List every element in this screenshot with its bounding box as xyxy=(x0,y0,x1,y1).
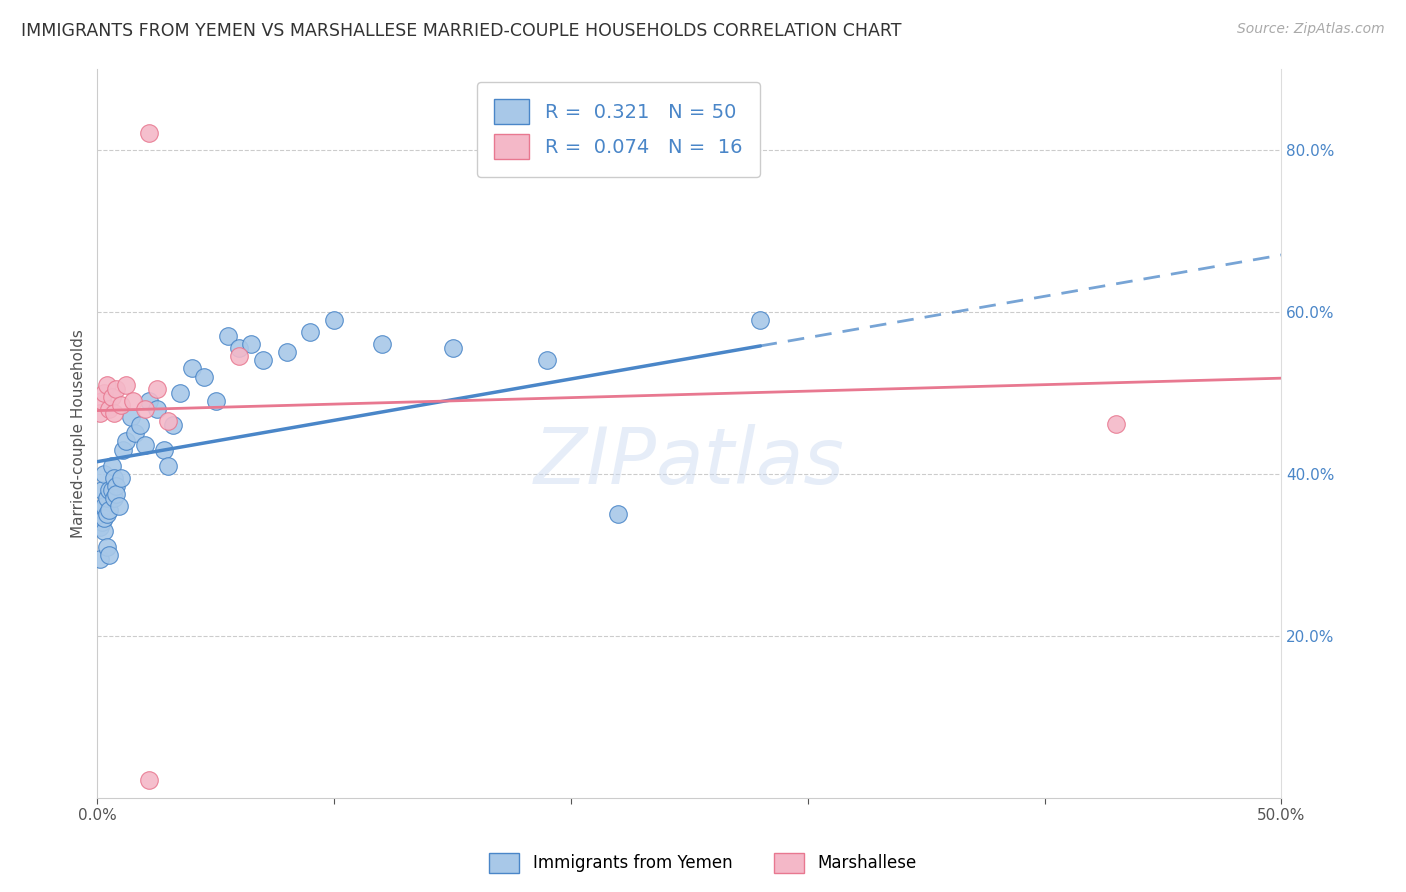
Point xyxy=(1104,417,1126,431)
Point xyxy=(441,341,464,355)
Point xyxy=(217,329,239,343)
Legend: R =  0.321   N = 50, R =  0.074   N =  16: R = 0.321 N = 50, R = 0.074 N = 16 xyxy=(477,82,759,177)
Point xyxy=(98,401,121,416)
Point xyxy=(91,483,114,497)
Point xyxy=(370,337,392,351)
Point xyxy=(103,491,125,505)
Point xyxy=(110,471,132,485)
Point xyxy=(323,313,346,327)
Legend: Immigrants from Yemen, Marshallese: Immigrants from Yemen, Marshallese xyxy=(482,847,924,880)
Point xyxy=(181,361,204,376)
Point xyxy=(105,487,128,501)
Point xyxy=(105,382,128,396)
Point xyxy=(98,503,121,517)
Point xyxy=(93,511,115,525)
Point xyxy=(134,401,156,416)
Point xyxy=(157,414,180,428)
Point xyxy=(89,519,111,533)
Point xyxy=(98,548,121,562)
Point xyxy=(93,467,115,481)
Point xyxy=(145,401,167,416)
Point xyxy=(114,377,136,392)
Text: Source: ZipAtlas.com: Source: ZipAtlas.com xyxy=(1237,22,1385,37)
Point xyxy=(96,377,118,392)
Y-axis label: Married-couple Households: Married-couple Households xyxy=(72,329,86,538)
Point xyxy=(134,438,156,452)
Point xyxy=(276,345,298,359)
Point xyxy=(299,325,322,339)
Point xyxy=(110,398,132,412)
Point xyxy=(96,491,118,505)
Point xyxy=(129,418,152,433)
Point xyxy=(93,500,115,514)
Point xyxy=(122,393,145,408)
Point xyxy=(252,353,274,368)
Point xyxy=(240,337,263,351)
Point xyxy=(93,524,115,538)
Point xyxy=(228,341,250,355)
Point xyxy=(89,406,111,420)
Point xyxy=(100,458,122,473)
Point xyxy=(100,390,122,404)
Point xyxy=(193,369,215,384)
Point xyxy=(124,426,146,441)
Point xyxy=(103,406,125,420)
Text: ZIPatlas: ZIPatlas xyxy=(534,425,845,500)
Point xyxy=(162,418,184,433)
Point xyxy=(96,508,118,522)
Point xyxy=(105,479,128,493)
Point xyxy=(93,385,115,400)
Point xyxy=(749,313,772,327)
Point xyxy=(138,393,160,408)
Point xyxy=(138,127,160,141)
Point xyxy=(204,393,226,408)
Point xyxy=(107,500,129,514)
Point xyxy=(100,483,122,497)
Point xyxy=(169,385,191,400)
Point xyxy=(145,382,167,396)
Point xyxy=(138,773,160,788)
Point xyxy=(112,442,135,457)
Point xyxy=(91,503,114,517)
Point xyxy=(91,516,114,530)
Point xyxy=(228,349,250,363)
Point xyxy=(152,442,174,457)
Point xyxy=(103,471,125,485)
Text: IMMIGRANTS FROM YEMEN VS MARSHALLESE MARRIED-COUPLE HOUSEHOLDS CORRELATION CHART: IMMIGRANTS FROM YEMEN VS MARSHALLESE MAR… xyxy=(21,22,901,40)
Point xyxy=(607,508,630,522)
Point xyxy=(157,458,180,473)
Point xyxy=(96,540,118,554)
Point xyxy=(536,353,558,368)
Point xyxy=(91,393,114,408)
Point xyxy=(98,483,121,497)
Point xyxy=(114,434,136,449)
Point xyxy=(89,552,111,566)
Point xyxy=(120,410,142,425)
